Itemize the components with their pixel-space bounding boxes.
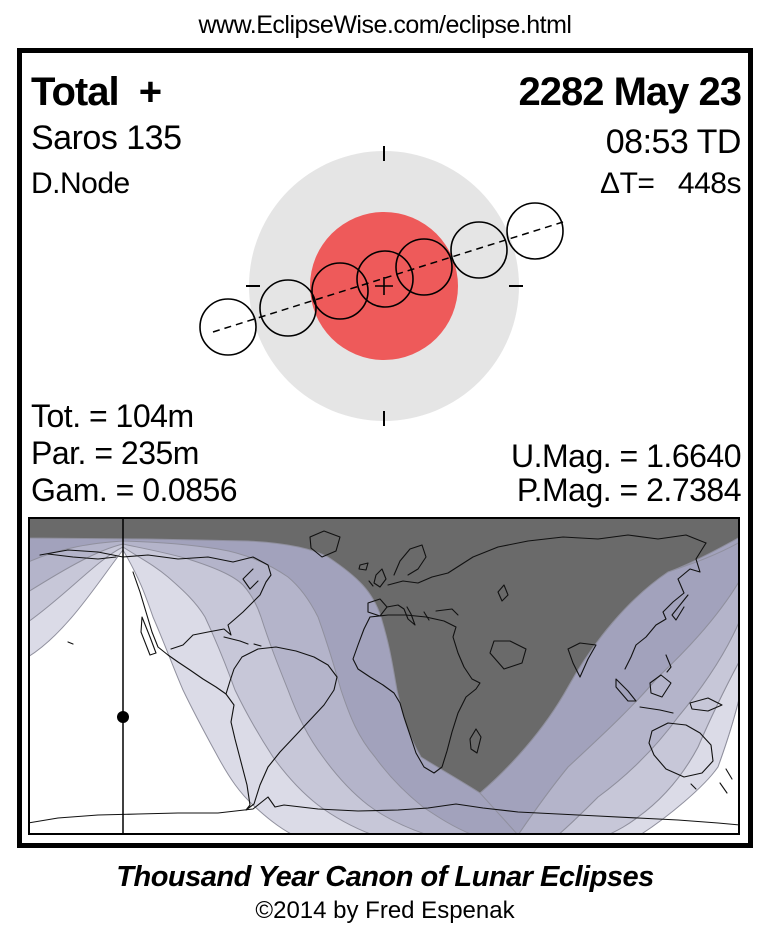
shadow-axis-ticks	[246, 146, 523, 426]
shadow-geometry-diagram	[199, 146, 564, 426]
no-visibility-region	[28, 517, 740, 794]
zenith-point-dot	[117, 711, 129, 723]
page-title: www.EclipseWise.com/eclipse.html	[198, 11, 573, 39]
totality-duration: Tot. = 104m	[31, 398, 194, 434]
eclipse-date-label: 2282 May 23	[518, 70, 742, 114]
visibility-bands	[28, 517, 740, 835]
moon-contact-disks	[199, 202, 564, 356]
umbral-magnitude: U.Mag. = 1.6640	[511, 438, 741, 474]
shadow-center-cross	[375, 277, 393, 295]
footer-title: Thousand Year Canon of Lunar Eclipses	[116, 861, 654, 893]
saros-label: Saros 135	[31, 119, 182, 157]
visibility-map	[28, 517, 740, 835]
copyright-label: ©2014 by Fred Espenak	[255, 897, 515, 924]
node-label: D.Node	[31, 167, 130, 200]
eclipse-type-label: Total +	[31, 70, 162, 114]
moon-disk-u2	[311, 262, 369, 320]
delta-t-label: ΔT= 448s	[600, 167, 741, 200]
time-label: 08:53 TD	[605, 123, 742, 161]
moon-disk-u4	[450, 221, 508, 279]
partial-duration: Par. = 235m	[31, 435, 199, 471]
map-frame	[28, 517, 740, 835]
moon-disk-u1	[259, 279, 317, 337]
coastlines	[28, 530, 740, 826]
moon-disk-greatest	[356, 250, 414, 308]
visible-corner-white	[639, 694, 740, 835]
moon-disk-u3	[395, 238, 453, 296]
gamma-value: Gam. = 0.0856	[31, 472, 238, 508]
penumbral-magnitude: P.Mag. = 2.7384	[516, 472, 742, 508]
moon-disk-p1	[199, 298, 257, 356]
moon-disk-p4	[506, 202, 564, 260]
